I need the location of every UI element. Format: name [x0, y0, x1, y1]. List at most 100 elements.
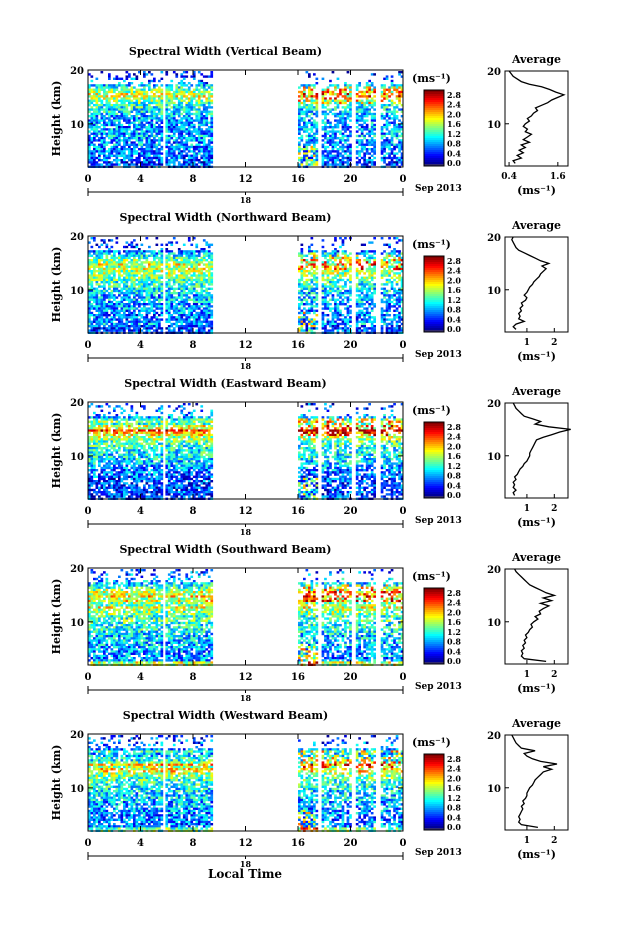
heatmap-cell	[95, 278, 99, 282]
heatmap-cell	[133, 283, 136, 286]
heatmap-cell	[197, 141, 201, 144]
heatmap-cell	[329, 163, 332, 166]
heatmap-cell	[182, 287, 186, 290]
heatmap-cell	[344, 307, 347, 310]
heatmap-cell	[133, 73, 136, 76]
heatmap-cell	[331, 270, 335, 273]
heatmap-cell	[349, 101, 352, 105]
heatmap-cell	[363, 254, 366, 257]
heatmap-cell	[90, 287, 94, 290]
heatmap-cell	[190, 119, 194, 122]
heatmap-cell	[158, 276, 161, 279]
heatmap-cell	[108, 154, 111, 157]
heatmap-cell	[326, 320, 330, 323]
heatmap-cell	[202, 298, 206, 301]
heatmap-cell	[349, 86, 352, 89]
heatmap-cell	[172, 307, 176, 310]
heatmap-cell	[113, 123, 116, 127]
heatmap-cell	[305, 300, 309, 304]
heatmap-cell	[120, 150, 124, 153]
heatmap-cell	[167, 119, 171, 122]
heatmap-cell	[190, 292, 194, 295]
heatmap-cell	[138, 283, 141, 286]
heatmap-cell	[158, 152, 161, 155]
heatmap-cell	[148, 309, 151, 312]
heatmap-cell	[115, 287, 119, 290]
heatmap-cell	[110, 325, 114, 328]
heatmap-cell	[175, 159, 179, 162]
heatmap-cell	[336, 322, 340, 326]
heatmap-cell	[388, 86, 391, 89]
heatmap-cell	[110, 104, 114, 107]
heatmap-cell	[349, 289, 352, 293]
y-tick-label: 20	[70, 66, 84, 77]
heatmap-cell	[388, 90, 391, 94]
heatmap-cell	[100, 128, 104, 131]
heatmap-cell	[370, 148, 374, 151]
heatmap-cell	[363, 115, 366, 118]
heatmap-cell	[205, 294, 209, 297]
heatmap-cell	[344, 318, 347, 321]
heatmap-cell	[135, 99, 139, 102]
heatmap-cell	[90, 265, 94, 268]
heatmap-cell	[125, 281, 129, 284]
heatmap-cell	[329, 93, 332, 96]
heatmap-cell	[133, 327, 136, 330]
heatmap-cell	[334, 325, 337, 328]
heatmap-cell	[185, 294, 189, 297]
heatmap-cell	[202, 141, 206, 144]
heatmap-cell	[380, 130, 384, 133]
heatmap-cell	[140, 128, 144, 131]
heatmap-cell	[321, 95, 325, 98]
heatmap-cell	[105, 294, 109, 297]
heatmap-cell	[110, 309, 114, 312]
heatmap-cell	[130, 137, 134, 140]
heatmap-cell	[93, 237, 96, 240]
heatmap-cell	[344, 254, 347, 257]
heatmap-cell	[128, 143, 131, 146]
heatmap-cell	[180, 150, 184, 153]
heatmap-cell	[135, 254, 139, 257]
heatmap-cell	[187, 137, 191, 140]
heatmap-cell	[383, 154, 386, 157]
heatmap-cell	[110, 267, 114, 271]
heatmap-cell	[140, 274, 144, 277]
heatmap-cell	[373, 263, 376, 266]
heatmap-cell	[324, 141, 327, 144]
heatmap-cell	[138, 272, 141, 275]
heatmap-cell	[108, 283, 111, 286]
heatmap-cell	[300, 303, 304, 306]
heatmap-cell	[135, 134, 139, 138]
heatmap-cell	[182, 243, 186, 246]
heatmap-cell	[130, 163, 134, 166]
heatmap-cell	[133, 143, 136, 146]
heatmap-cell	[145, 132, 149, 135]
heatmap-cell	[187, 311, 191, 315]
heatmap-cell	[324, 307, 327, 310]
heatmap-cell	[135, 316, 139, 319]
heatmap-cell	[158, 97, 161, 100]
heatmap-cell	[128, 152, 131, 155]
heatmap-cell	[182, 307, 186, 310]
heatmap-cell	[370, 117, 374, 120]
heatmap-cell	[133, 256, 136, 260]
heatmap-cell	[150, 287, 154, 290]
heatmap-cell	[195, 314, 199, 317]
heatmap-cell	[310, 272, 314, 275]
heatmap-cell	[339, 137, 342, 140]
heatmap-cell	[200, 141, 204, 144]
heatmap-cell	[324, 252, 327, 255]
heatmap-cell	[108, 281, 111, 284]
heatmap-cell	[175, 90, 179, 94]
heatmap-cell	[103, 128, 106, 131]
heatmap-cell	[393, 148, 396, 151]
heatmap-cell	[155, 106, 159, 109]
heatmap-cell	[123, 110, 126, 113]
heatmap-cell	[192, 303, 196, 306]
heatmap-cell	[148, 150, 151, 153]
heatmap-cell	[93, 130, 96, 133]
heatmap-cell	[133, 314, 136, 317]
heatmap-cell	[398, 95, 401, 98]
heatmap-cell	[153, 156, 156, 160]
